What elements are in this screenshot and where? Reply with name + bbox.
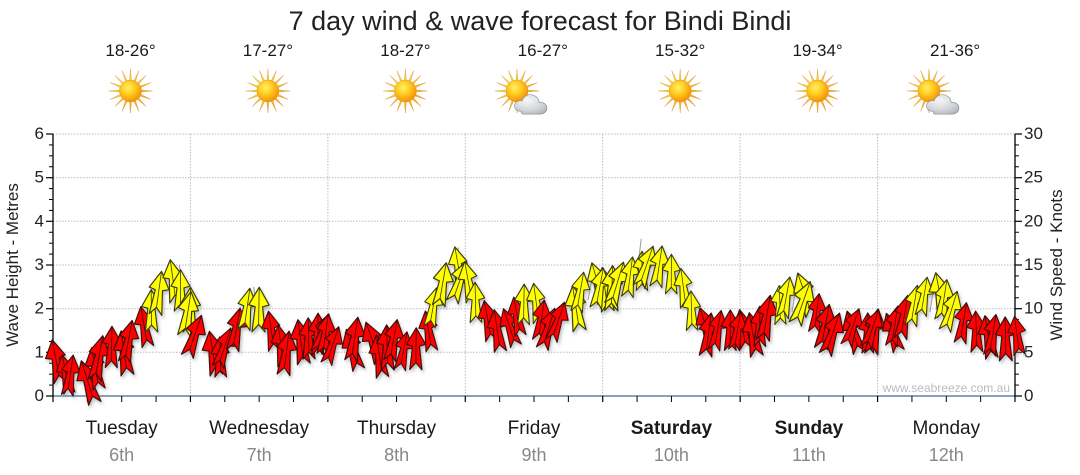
svg-text:17-27°: 17-27° <box>243 41 293 60</box>
svg-text:18-27°: 18-27° <box>380 41 430 60</box>
svg-text:19-34°: 19-34° <box>792 41 842 60</box>
svg-text:10: 10 <box>1024 299 1043 318</box>
svg-text:www.seabreeze.com.au: www.seabreeze.com.au <box>882 381 1010 395</box>
svg-text:Wave Height - Metres: Wave Height - Metres <box>3 183 22 347</box>
svg-text:5: 5 <box>1024 342 1033 361</box>
svg-text:12th: 12th <box>929 445 964 465</box>
svg-text:Wind Speed - Knots: Wind Speed - Knots <box>1047 189 1066 340</box>
svg-text:Monday: Monday <box>912 418 980 439</box>
svg-text:6th: 6th <box>109 445 134 465</box>
svg-text:4: 4 <box>35 211 44 230</box>
svg-text:0: 0 <box>35 386 44 405</box>
svg-text:30: 30 <box>1024 124 1043 143</box>
svg-text:16-27°: 16-27° <box>518 41 568 60</box>
svg-text:Sunday: Sunday <box>775 418 844 439</box>
svg-text:Tuesday: Tuesday <box>86 418 159 439</box>
svg-text:25: 25 <box>1024 168 1043 187</box>
svg-text:20: 20 <box>1024 211 1043 230</box>
svg-text:18-26°: 18-26° <box>105 41 155 60</box>
svg-text:Friday: Friday <box>508 418 561 439</box>
svg-text:6: 6 <box>35 124 44 143</box>
svg-text:7th: 7th <box>247 445 272 465</box>
svg-text:21-36°: 21-36° <box>930 41 980 60</box>
svg-text:Thursday: Thursday <box>357 418 437 439</box>
svg-text:15: 15 <box>1024 255 1043 274</box>
svg-text:1: 1 <box>35 342 44 361</box>
svg-text:15-32°: 15-32° <box>655 41 705 60</box>
svg-text:Wednesday: Wednesday <box>209 418 309 439</box>
svg-text:2: 2 <box>35 299 44 318</box>
svg-text:0: 0 <box>1024 386 1033 405</box>
svg-text:3: 3 <box>35 255 44 274</box>
svg-text:5: 5 <box>35 168 44 187</box>
svg-text:9th: 9th <box>521 445 546 465</box>
svg-text:10th: 10th <box>654 445 689 465</box>
svg-text:Saturday: Saturday <box>631 418 713 439</box>
svg-text:8th: 8th <box>384 445 409 465</box>
svg-text:11th: 11th <box>792 445 826 465</box>
